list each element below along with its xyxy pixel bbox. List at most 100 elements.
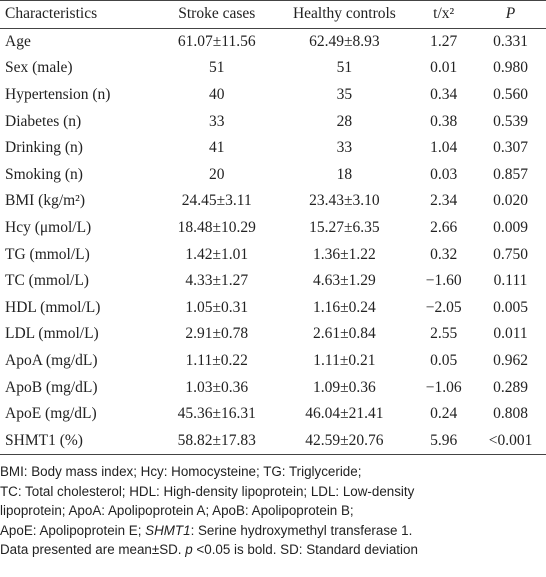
table-row: Smoking (n) 20 18 0.03 0.857: [0, 162, 546, 189]
table-cell: 42.59±20.76: [305, 431, 384, 449]
footnote-text: p: [185, 542, 193, 558]
header-cell: P: [505, 5, 516, 23]
table-row: Drinking (n) 41 33 1.04 0.307: [0, 135, 546, 162]
table-cell: −2.05: [425, 298, 462, 316]
table-row: Age 61.07±11.56 62.49±8.93 1.27 0.331: [0, 28, 546, 55]
table-cell: 1.03±0.36: [185, 378, 249, 396]
table-cell: 2.61±0.84: [313, 325, 376, 343]
footnote-line: BMI: Body mass index; Hcy: Homocysteine;…: [0, 462, 546, 482]
table-cell: 0.980: [493, 59, 528, 77]
table-cell: 0.32: [430, 245, 458, 263]
table-cell: 0.962: [493, 352, 528, 370]
table-cell: 2.91±0.78: [185, 325, 249, 343]
table-cell: 0.011: [493, 325, 528, 343]
row-label: ApoE (mg/dL): [5, 405, 97, 423]
data-table: Characteristics Stroke cases Healthy contr…: [0, 0, 546, 455]
row-label: TC (mmol/L): [5, 272, 89, 290]
table-cell: 51: [336, 59, 353, 77]
table-cell: 0.857: [493, 165, 528, 183]
table-cell: 0.560: [493, 86, 528, 104]
table-cell: <0.001: [488, 431, 533, 449]
row-label: Age: [5, 32, 31, 50]
table-cell: 0.307: [493, 139, 528, 157]
footnote-text: ApoE: Apolipoprotein E;: [0, 522, 146, 538]
footnote-text: Data presented are mean±SD.: [0, 542, 186, 558]
table-cell: 0.539: [493, 112, 528, 130]
table-cell: 5.96: [430, 431, 458, 449]
table-cell: 0.111: [493, 272, 528, 290]
table-cell: 18.48±10.29: [177, 219, 256, 237]
header-cell: Healthy controls: [292, 5, 396, 23]
table-cell: 0.331: [493, 32, 528, 50]
table-cell: 1.42±1.01: [185, 245, 249, 263]
header-row: Characteristics Stroke cases Healthy contr…: [0, 0, 546, 29]
table-cell: 0.005: [493, 298, 528, 316]
table-row: ApoB (mg/dL) 1.03±0.36 1.09±0.36 −1.06 0.289: [0, 374, 546, 401]
table-cell: 1.27: [430, 32, 458, 50]
footnotes: BMI: Body mass index; Hcy: Homocysteine;…: [0, 455, 546, 560]
table-cell: 18: [336, 165, 353, 183]
table-cell: 0.05: [430, 352, 458, 370]
table-row: ApoA (mg/dL) 1.11±0.22 1.11±0.21 0.05 0.962: [0, 348, 546, 375]
table-cell: 1.36±1.22: [313, 245, 376, 263]
footnote-text: BMI: Body mass index; Hcy: Homocysteine;…: [0, 464, 362, 480]
table-cell: 1.04: [430, 139, 458, 157]
row-label: Smoking (n): [5, 165, 83, 183]
table-cell: 28: [336, 112, 353, 130]
table-cell: 33: [209, 112, 225, 130]
table-cell: 45.36±16.31: [177, 405, 256, 423]
table-cell: 0.24: [430, 405, 458, 423]
table-row: SHMT1 (%) 58.82±17.83 42.59±20.76 5.96 <0.00…: [0, 428, 546, 455]
row-label: BMI (kg/m²): [5, 192, 85, 210]
table-cell: 2.55: [430, 325, 458, 343]
header-cell: Stroke cases: [178, 5, 256, 23]
footnote-text: <0.05 is bold. SD: Standard deviation: [192, 542, 418, 558]
table-cell: 1.11±0.21: [313, 352, 376, 370]
table-row: TC (mmol/L) 4.33±1.27 4.63±1.29 −1.60 0.111: [0, 268, 546, 295]
table-cell: 0.289: [493, 378, 528, 396]
row-label: ApoA (mg/dL): [5, 352, 98, 370]
table-row: HDL (mmol/L) 1.05±0.31 1.16±0.24 −2.05 0.005: [0, 295, 546, 322]
table-cell: 1.09±0.36: [313, 378, 376, 396]
row-label: LDL (mmol/L): [5, 325, 99, 343]
row-label: Drinking (n): [5, 139, 83, 157]
table-cell: 0.009: [493, 219, 528, 237]
row-label: TG (mmol/L): [5, 245, 90, 263]
footnote-text: TC: Total cholesterol; HDL: High-density…: [0, 483, 415, 499]
table-cell: 15.27±6.35: [309, 219, 380, 237]
row-label: HDL (mmol/L): [5, 298, 101, 316]
footnote-line: ApoE: Apolipoprotein E; SHMT1: Serine hy…: [0, 521, 546, 541]
table-row: Sex (male) 51 51 0.01 0.980: [0, 55, 546, 82]
table-cell: 35: [336, 86, 353, 104]
table-header: Characteristics Stroke cases Healthy contr…: [0, 0, 546, 29]
table-cell: 0.750: [493, 245, 528, 263]
table-cell: 58.82±17.83: [177, 431, 256, 449]
footnote-line: lipoprotein; ApoA: Apolipoprotein A; Apo…: [0, 501, 546, 521]
table-row: Diabetes (n) 33 28 0.38 0.539: [0, 108, 546, 135]
header-cell: t/x²: [433, 5, 455, 23]
table-cell: 61.07±11.56: [177, 32, 256, 50]
row-label: Hypertension (n): [5, 86, 111, 104]
table-row: ApoE (mg/dL) 45.36±16.31 46.04±21.41 0.24 0.…: [0, 401, 546, 428]
table-cell: −1.06: [425, 378, 462, 396]
table-row: Hcy (μmol/L) 18.48±10.29 15.27±6.35 2.66 0.0…: [0, 215, 546, 242]
table-cell: −1.60: [425, 272, 462, 290]
table-row: LDL (mmol/L) 2.91±0.78 2.61±0.84 2.55 0.011: [0, 321, 546, 348]
table-cell: 1.11±0.22: [185, 352, 248, 370]
footnote-line: Data presented are mean±SD. p <0.05 is b…: [0, 540, 546, 560]
table-cell: 2.34: [430, 192, 458, 210]
table-cell: 2.66: [430, 219, 458, 237]
table-row: BMI (kg/m²) 24.45±3.11 23.43±3.10 2.34 0.020: [0, 188, 546, 215]
footnote-text: : Serine hydroxymethyl transferase 1.: [190, 522, 413, 538]
table-cell: 0.01: [430, 59, 458, 77]
table-cell: 23.43±3.10: [309, 192, 380, 210]
row-label: Diabetes (n): [5, 112, 82, 130]
table-cell: 46.04±21.41: [305, 405, 384, 423]
table-cell: 1.16±0.24: [313, 298, 376, 316]
footnote-line: TC: Total cholesterol; HDL: High-density…: [0, 482, 546, 502]
table-row: TG (mmol/L) 1.42±1.01 1.36±1.22 0.32 0.750: [0, 241, 546, 268]
row-label: Sex (male): [5, 59, 73, 77]
table-cell: 0.808: [493, 405, 528, 423]
table-cell: 0.03: [430, 165, 458, 183]
